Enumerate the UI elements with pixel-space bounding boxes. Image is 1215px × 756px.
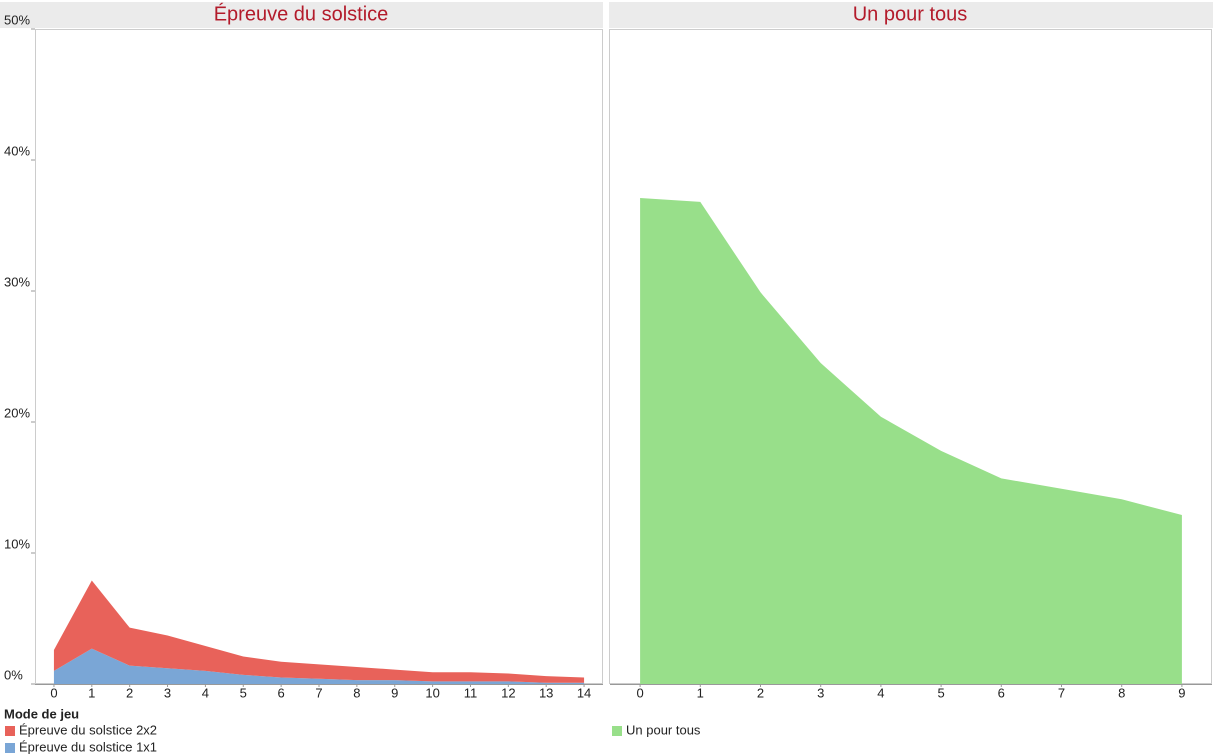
x-tick-label: 9 <box>391 685 398 700</box>
area <box>53 580 585 683</box>
x-tick-label: 11 <box>464 685 478 700</box>
x-tick-label: 1 <box>88 685 95 700</box>
y-tick-label: 40% <box>4 143 30 158</box>
legend-label: Épreuve du solstice 1x1 <box>19 739 157 754</box>
panel-title: Un pour tous <box>853 3 968 25</box>
header-band <box>0 2 603 28</box>
area <box>53 648 585 684</box>
x-tick-label: 0 <box>50 685 57 700</box>
x-tick-label: 3 <box>164 685 171 700</box>
x-tick-label: 4 <box>877 685 884 700</box>
x-tick-label: 6 <box>998 685 1005 700</box>
x-tick-label: 7 <box>315 685 322 700</box>
x-tick-label: 1 <box>697 685 704 700</box>
x-tick-label: 12 <box>501 685 515 700</box>
legend-swatch <box>612 726 622 736</box>
panel-frame <box>35 29 603 684</box>
x-tick-label: 14 <box>577 685 591 700</box>
x-tick-label: 13 <box>539 685 553 700</box>
x-tick-label: 0 <box>636 685 643 700</box>
legend-swatch <box>5 726 15 736</box>
legend-label: Épreuve du solstice 2x2 <box>19 722 157 737</box>
x-tick-label: 6 <box>278 685 285 700</box>
x-tick-label: 10 <box>425 685 439 700</box>
legend-swatch <box>5 743 15 753</box>
y-tick-label: 20% <box>4 405 30 420</box>
x-tick-label: 5 <box>240 685 247 700</box>
legend-title: Mode de jeu <box>4 706 79 721</box>
legend-label: Un pour tous <box>626 722 701 737</box>
x-tick-label: 5 <box>937 685 944 700</box>
header-band <box>609 2 1213 28</box>
y-tick-label: 30% <box>4 274 30 289</box>
area <box>640 197 1182 685</box>
x-tick-label: 8 <box>1118 685 1125 700</box>
x-tick-label: 4 <box>202 685 209 700</box>
x-tick-label: 3 <box>817 685 824 700</box>
y-tick-label: 0% <box>4 667 23 682</box>
y-tick-label: 10% <box>4 536 30 551</box>
panel-title: Épreuve du solstice <box>214 2 389 25</box>
x-tick-label: 2 <box>126 685 133 700</box>
x-tick-label: 2 <box>757 685 764 700</box>
x-tick-label: 7 <box>1058 685 1065 700</box>
x-tick-label: 8 <box>353 685 360 700</box>
x-tick-label: 9 <box>1178 685 1185 700</box>
y-tick-label: 50% <box>4 12 30 27</box>
